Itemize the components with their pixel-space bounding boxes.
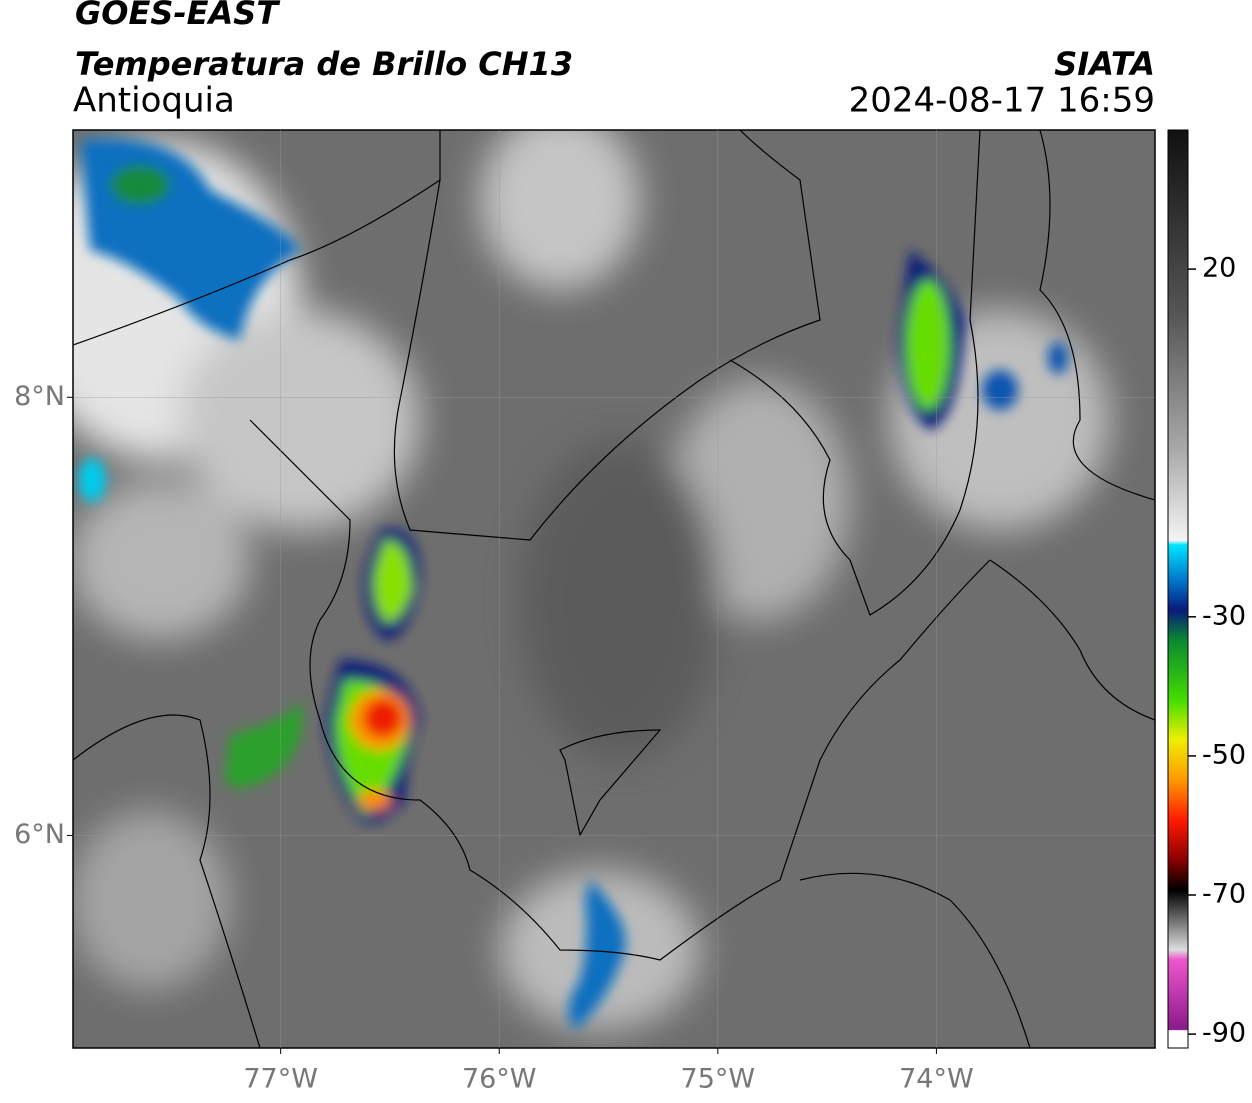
map-image — [73, 130, 1155, 1048]
y-tick-label: 8°N — [14, 381, 65, 412]
map-frame — [72, 129, 1156, 1049]
x-tick-label: 75°W — [681, 1064, 756, 1095]
y-tick-label: 6°N — [14, 819, 65, 850]
x-tick-label: 74°W — [899, 1064, 974, 1095]
colorbar-tick-label: 20 — [1202, 253, 1236, 284]
colorbar-tick-label: -90 — [1202, 1018, 1246, 1049]
colorbar-tick-label: -50 — [1202, 739, 1246, 770]
datetime: 2024-08-17 16:59 — [849, 81, 1155, 121]
colorbar-tick-label: -30 — [1202, 600, 1246, 631]
source: SIATA — [1054, 45, 1155, 83]
subtitle: Temperatura de Brillo CH13 — [75, 45, 573, 83]
colorbar — [1167, 129, 1189, 1049]
colorbar-tick-label: -70 — [1202, 879, 1246, 910]
x-tick-label: 76°W — [462, 1064, 537, 1095]
title: GOES-EAST — [75, 0, 280, 32]
region: Antioquia — [73, 81, 235, 121]
x-tick-label: 77°W — [243, 1064, 318, 1095]
